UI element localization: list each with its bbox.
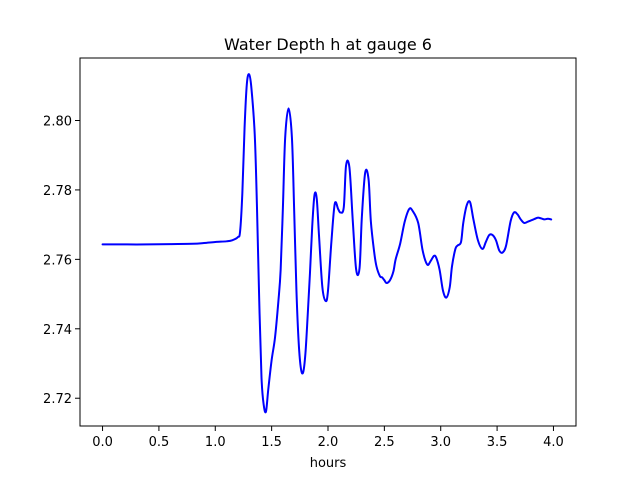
x-tick-label: 4.0 (543, 435, 564, 450)
y-tick-label: 2.76 (43, 253, 72, 268)
axes-frame (79, 57, 577, 427)
chart-title: Water Depth h at gauge 6 (224, 35, 432, 54)
y-axis-ticks: 2.72 2.74 2.76 2.78 2.80 (43, 114, 80, 407)
x-tick-label: 1.0 (205, 435, 226, 450)
x-axis-ticks: 0.0 0.5 1.0 1.5 2.0 2.5 3.0 3.5 4.0 (92, 426, 564, 450)
series-line-0 (101, 73, 553, 414)
x-tick-label: 3.5 (487, 435, 508, 450)
x-tick-label: 3.0 (430, 435, 451, 450)
x-tick-label: 0.5 (149, 435, 170, 450)
y-tick-label: 2.78 (43, 184, 72, 199)
x-tick-label: 1.5 (261, 435, 282, 450)
x-axis-label: hours (310, 456, 347, 471)
y-tick-label: 2.80 (43, 114, 72, 129)
y-tick-label: 2.72 (43, 392, 72, 407)
plot-area (101, 73, 553, 414)
x-tick-label: 0.0 (92, 435, 113, 450)
x-tick-label: 2.5 (374, 435, 395, 450)
y-tick-label: 2.74 (43, 323, 72, 338)
x-tick-label: 2.0 (318, 435, 339, 450)
